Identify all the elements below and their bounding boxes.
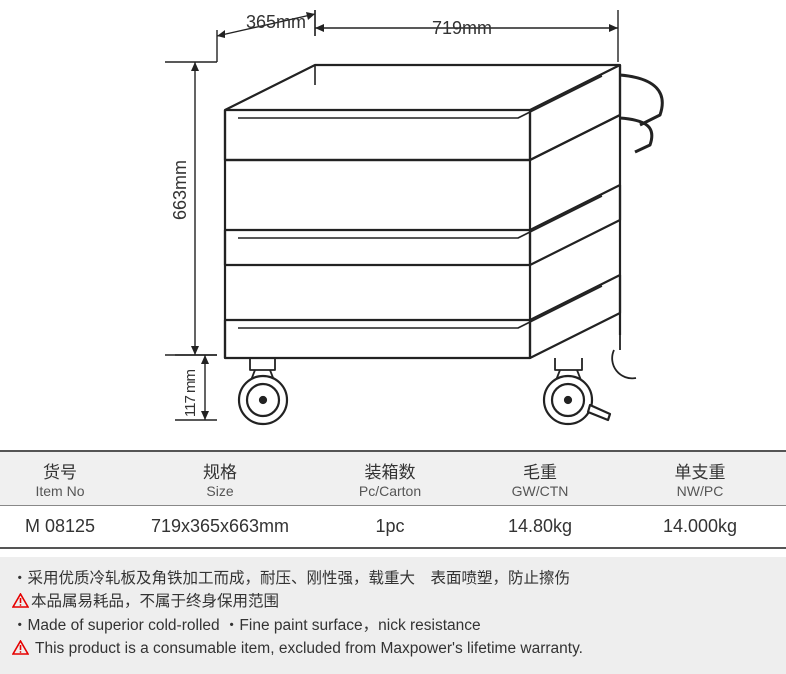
width-dimension-label: 719mm [432,18,492,39]
col-gw-cn: 毛重 [464,458,616,483]
val-nw: 14.000kg [620,506,780,547]
spec-table: 货号 Item No 规格 Size 装箱数 Pc/Carton 毛重 GW/C… [0,450,786,549]
note-line-3: ・Made of superior cold-rolled ・Fine pain… [12,614,774,637]
col-item-no: 货号 Item No [0,452,120,505]
col-item-no-cn: 货号 [4,458,116,483]
col-size-cn: 规格 [124,458,316,483]
col-item-no-en: Item No [4,483,116,499]
col-gw: 毛重 GW/CTN [460,452,620,505]
col-size-en: Size [124,483,316,499]
col-gw-en: GW/CTN [464,483,616,499]
wheel-clearance-label: 117 mm [182,370,199,417]
warning-icon [12,593,29,608]
warning-icon [12,640,29,655]
col-pc-cn: 装箱数 [324,458,456,483]
val-pc: 1pc [320,506,460,547]
val-size: 719x365x663mm [120,506,320,547]
note-line-1: ・采用优质冷轧板及角铁加工而成，耐压、刚性强，载重大 表面喷塑，防止擦伤 [12,567,774,590]
col-size: 规格 Size [120,452,320,505]
col-nw-en: NW/PC [624,483,776,499]
note-line-2: 本品属易耗品，不属于终身保用范围 [12,590,774,613]
table-data-row: M 08125 719x365x663mm 1pc 14.80kg 14.000… [0,506,786,549]
col-nw-cn: 单支重 [624,458,776,483]
height-dimension-label: 663mm [170,160,191,220]
diagram-area: 365mm 719mm 663mm 117 mm [0,0,786,450]
col-pc-en: Pc/Carton [324,483,456,499]
col-pc-carton: 装箱数 Pc/Carton [320,452,460,505]
table-header-row: 货号 Item No 规格 Size 装箱数 Pc/Carton 毛重 GW/C… [0,452,786,506]
col-nw: 单支重 NW/PC [620,452,780,505]
note-line-4-text: This product is a consumable item, exclu… [31,640,583,657]
note-line-4: This product is a consumable item, exclu… [12,637,774,660]
val-gw: 14.80kg [460,506,620,547]
val-item-no: M 08125 [0,506,120,547]
note-line-2-text: 本品属易耗品，不属于终身保用范围 [31,593,279,610]
cart-diagram [0,0,786,450]
notes-area: ・采用优质冷轧板及角铁加工而成，耐压、刚性强，载重大 表面喷塑，防止擦伤 本品属… [0,557,786,674]
depth-dimension-label: 365mm [246,12,306,33]
